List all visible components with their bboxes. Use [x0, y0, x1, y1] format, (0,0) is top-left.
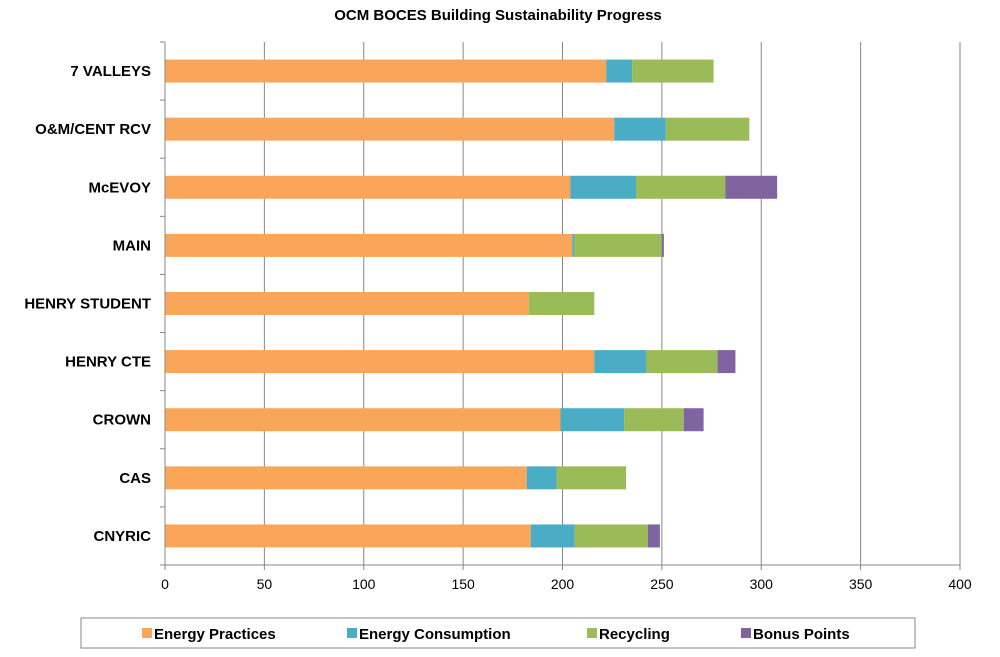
x-tick-label-350: 350	[849, 576, 873, 592]
x-tick-labels: 0 50 100 150 200 250 300 350 400	[161, 576, 972, 592]
bars	[165, 59, 778, 548]
legend-swatch-recycling	[587, 628, 597, 638]
bar-cas-energy-consumption	[526, 466, 557, 490]
bar-o-m-cent-rcv-energy-practices	[165, 117, 615, 141]
category-label-mcevoy: McEVOY	[88, 179, 151, 196]
bar-main-energy-practices	[165, 233, 573, 257]
legend: Energy Practices Energy Consumption Recycl…	[80, 617, 916, 649]
legend-swatch-energy-practices	[142, 628, 152, 638]
bar-cas-energy-practices	[165, 466, 527, 490]
bar-henry-cte-energy-consumption	[594, 350, 646, 374]
bar-7-valleys-recycling	[632, 59, 714, 83]
bar-henry-student-energy-practices	[165, 292, 529, 315]
legend-label-bonus-points: Bonus Points	[753, 626, 850, 643]
chart-title: OCM BOCES Building Sustainability Progre…	[334, 7, 662, 24]
bar-crown-energy-consumption	[560, 408, 625, 432]
bar-7-valleys-energy-practices	[165, 59, 607, 83]
category-labels: 7 VALLEYS O&M/CENT RCV McEVOY MAIN HENRY STU…	[24, 63, 151, 545]
bar-henry-cte-recycling	[645, 350, 718, 374]
bar-cnyric-bonus-points	[647, 524, 660, 548]
category-label-main: MAIN	[113, 237, 151, 254]
bar-crown-recycling	[624, 408, 684, 432]
bar-crown-energy-practices	[165, 408, 561, 432]
bar-mcevoy-recycling	[636, 175, 726, 199]
bar-cnyric-energy-practices	[165, 524, 531, 548]
legend-box	[80, 617, 916, 649]
category-label-henry-student: HENRY STUDENT	[24, 296, 151, 313]
bar-mcevoy-energy-practices	[165, 175, 571, 199]
x-tick-label-0: 0	[161, 576, 169, 592]
bar-cas-recycling	[556, 466, 627, 490]
x-tick-label-50: 50	[257, 576, 273, 592]
bar-henry-student-recycling	[528, 292, 595, 315]
legend-label-energy-consumption: Energy Consumption	[359, 626, 511, 643]
bar-mcevoy-bonus-points	[725, 175, 778, 199]
bar-main-bonus-points	[661, 233, 664, 257]
category-label-7-valleys: 7 VALLEYS	[70, 63, 151, 80]
category-label-cas: CAS	[119, 470, 151, 487]
bar-henry-cte-energy-practices	[165, 350, 595, 374]
axes	[160, 41, 961, 570]
category-label-o-m-cent-rcv: O&M/CENT RCV	[35, 121, 151, 138]
x-tick-label-200: 200	[551, 576, 575, 592]
category-label-henry-cte: HENRY CTE	[65, 354, 151, 371]
bar-7-valleys-energy-consumption	[606, 59, 633, 83]
x-tick-label-100: 100	[352, 576, 376, 592]
legend-swatch-energy-consumption	[347, 628, 357, 638]
bar-mcevoy-energy-consumption	[570, 175, 637, 199]
x-tick-label-250: 250	[650, 576, 674, 592]
x-tick-label-150: 150	[451, 576, 475, 592]
bar-cnyric-energy-consumption	[530, 524, 575, 548]
legend-label-recycling: Recycling	[599, 626, 670, 643]
bar-henry-cte-bonus-points	[717, 350, 736, 374]
x-tick-label-400: 400	[948, 576, 972, 592]
bar-main-recycling	[574, 233, 662, 257]
bar-o-m-cent-rcv-recycling	[665, 117, 750, 141]
bar-o-m-cent-rcv-energy-consumption	[614, 117, 666, 141]
legend-swatch-bonus-points	[741, 628, 751, 638]
category-label-crown: CROWN	[93, 412, 151, 429]
bar-cnyric-recycling	[574, 524, 648, 548]
category-label-cnyric: CNYRIC	[93, 528, 151, 545]
x-tick-label-300: 300	[750, 576, 774, 592]
legend-label-energy-practices: Energy Practices	[154, 626, 276, 643]
bar-crown-bonus-points	[683, 408, 704, 432]
bar-main-energy-consumption	[572, 233, 575, 257]
